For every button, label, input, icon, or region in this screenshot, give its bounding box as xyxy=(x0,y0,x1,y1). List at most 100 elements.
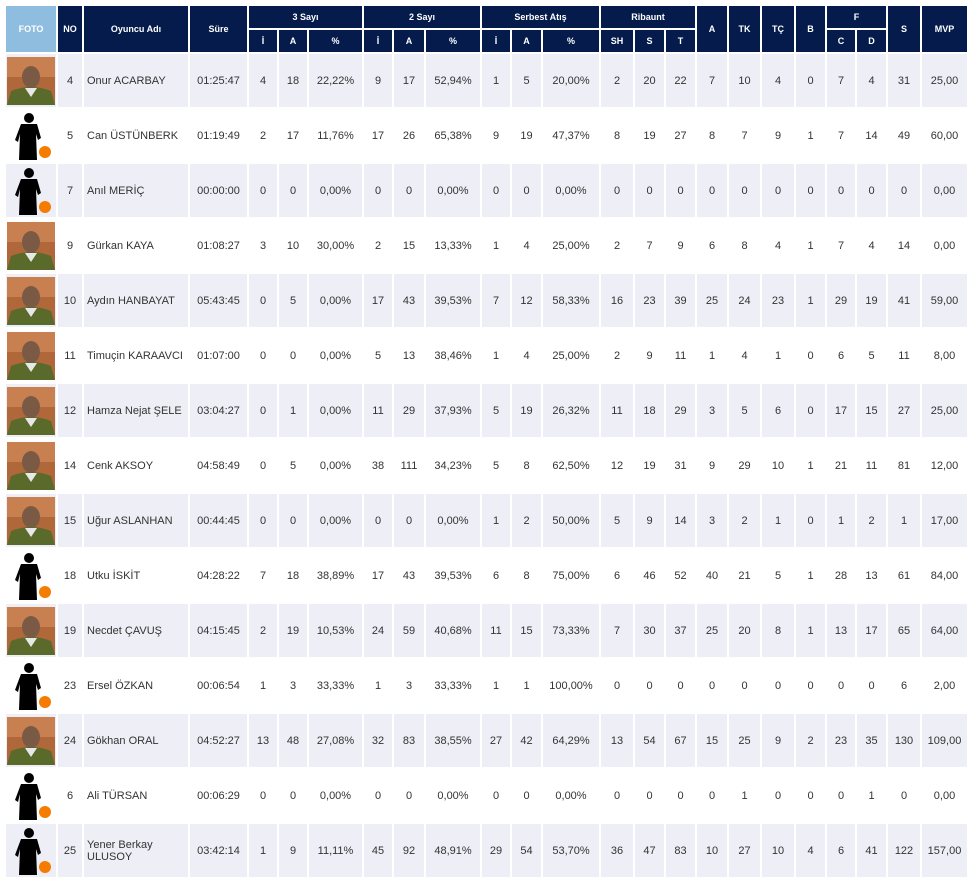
header-foto[interactable]: FOTO xyxy=(6,6,56,52)
stat-steals: 1 xyxy=(762,494,794,547)
header-fouls-committed[interactable]: C xyxy=(827,30,855,52)
stat-assists: 1 xyxy=(697,329,727,382)
photo-cell xyxy=(6,109,56,162)
stat-reb-total: 67 xyxy=(666,714,695,767)
stat-steals: 10 xyxy=(762,824,794,877)
stat-2pt-made: 5 xyxy=(364,329,392,382)
stat-fouls-committed: 28 xyxy=(827,549,855,602)
photo-cell xyxy=(6,549,56,602)
stat-fouls-drawn: 13 xyxy=(857,549,886,602)
header-ft-pct[interactable]: % xyxy=(543,30,599,52)
stat-3pt-att: 3 xyxy=(279,659,307,712)
stat-mvp: 0,00 xyxy=(922,219,967,272)
player-number: 18 xyxy=(58,549,82,602)
stat-reb-off: 2 xyxy=(601,329,633,382)
stat-fouls-committed: 29 xyxy=(827,274,855,327)
header-2pt-made[interactable]: İ xyxy=(364,30,392,52)
stat-mvp: 2,00 xyxy=(922,659,967,712)
stat-3pt-pct: 0,00% xyxy=(309,329,362,382)
header-2pt-pct[interactable]: % xyxy=(426,30,480,52)
header-blocks[interactable]: B xyxy=(796,6,825,52)
header-time[interactable]: Süre xyxy=(190,6,247,52)
stat-reb-off: 7 xyxy=(601,604,633,657)
stat-mvp: 0,00 xyxy=(922,769,967,822)
stat-3pt-made: 2 xyxy=(249,604,277,657)
stat-assists: 0 xyxy=(697,164,727,217)
stat-3pt-att: 5 xyxy=(279,439,307,492)
stat-assists: 3 xyxy=(697,494,727,547)
stat-3pt-made: 0 xyxy=(249,384,277,437)
stat-ft-att: 19 xyxy=(512,384,541,437)
stat-reb-off: 12 xyxy=(601,439,633,492)
stat-assists: 6 xyxy=(697,219,727,272)
stat-3pt-pct: 0,00% xyxy=(309,439,362,492)
stat-3pt-pct: 11,76% xyxy=(309,109,362,162)
stat-reb-total: 29 xyxy=(666,384,695,437)
header-turnovers[interactable]: TK xyxy=(729,6,760,52)
player-name: Gökhan ORAL xyxy=(84,714,188,767)
photo-cell xyxy=(6,219,56,272)
stat-fouls-drawn: 19 xyxy=(857,274,886,327)
header-points[interactable]: S xyxy=(888,6,920,52)
stat-ft-pct: 53,70% xyxy=(543,824,599,877)
player-number: 15 xyxy=(58,494,82,547)
stat-3pt-made: 0 xyxy=(249,329,277,382)
header-name[interactable]: Oyuncu Adı xyxy=(84,6,188,52)
stat-blocks: 1 xyxy=(796,439,825,492)
stat-3pt-made: 0 xyxy=(249,769,277,822)
player-name: Gürkan KAYA xyxy=(84,219,188,272)
player-photo xyxy=(7,56,55,105)
stat-fouls-committed: 7 xyxy=(827,54,855,107)
stat-steals: 10 xyxy=(762,439,794,492)
stat-ft-att: 8 xyxy=(512,439,541,492)
stat-reb-off: 36 xyxy=(601,824,633,877)
header-3pt-made[interactable]: İ xyxy=(249,30,277,52)
header-reb-total[interactable]: T xyxy=(666,30,695,52)
player-photo xyxy=(7,716,55,765)
stat-fouls-drawn: 4 xyxy=(857,54,886,107)
stat-blocks: 0 xyxy=(796,494,825,547)
stat-2pt-made: 17 xyxy=(364,549,392,602)
player-number: 25 xyxy=(58,824,82,877)
stat-2pt-made: 0 xyxy=(364,164,392,217)
stat-reb-total: 9 xyxy=(666,219,695,272)
header-2pt-att[interactable]: A xyxy=(394,30,424,52)
stat-2pt-pct: 40,68% xyxy=(426,604,480,657)
stat-fouls-committed: 0 xyxy=(827,659,855,712)
header-steals[interactable]: TÇ xyxy=(762,6,794,52)
stat-reb-off: 0 xyxy=(601,769,633,822)
stat-points: 49 xyxy=(888,109,920,162)
stat-3pt-att: 0 xyxy=(279,329,307,382)
stat-ft-made: 6 xyxy=(482,549,510,602)
header-3pt-att[interactable]: A xyxy=(279,30,307,52)
header-fouls-drawn[interactable]: D xyxy=(857,30,886,52)
stat-3pt-pct: 0,00% xyxy=(309,274,362,327)
header-no[interactable]: NO xyxy=(58,6,82,52)
player-photo xyxy=(7,276,55,325)
header-ft-made[interactable]: İ xyxy=(482,30,510,52)
stat-3pt-att: 18 xyxy=(279,54,307,107)
stat-ft-made: 11 xyxy=(482,604,510,657)
header-mvp[interactable]: MVP xyxy=(922,6,967,52)
stat-reb-def: 0 xyxy=(635,769,664,822)
silhouette-icon xyxy=(15,112,51,160)
stat-2pt-att: 0 xyxy=(394,164,424,217)
header-reb-def[interactable]: S xyxy=(635,30,664,52)
stat-assists: 9 xyxy=(697,439,727,492)
stat-ft-made: 29 xyxy=(482,824,510,877)
header-ft-att[interactable]: A xyxy=(512,30,541,52)
header-3pt-pct[interactable]: % xyxy=(309,30,362,52)
stat-points: 122 xyxy=(888,824,920,877)
player-photo xyxy=(7,221,55,270)
header-reb-off[interactable]: SH xyxy=(601,30,633,52)
stat-reb-def: 19 xyxy=(635,109,664,162)
stat-ft-made: 1 xyxy=(482,54,510,107)
stat-reb-total: 27 xyxy=(666,109,695,162)
stat-blocks: 1 xyxy=(796,604,825,657)
stat-reb-total: 37 xyxy=(666,604,695,657)
stat-reb-total: 0 xyxy=(666,659,695,712)
stat-fouls-committed: 17 xyxy=(827,384,855,437)
stat-reb-def: 0 xyxy=(635,164,664,217)
header-assists[interactable]: A xyxy=(697,6,727,52)
stat-fouls-drawn: 17 xyxy=(857,604,886,657)
